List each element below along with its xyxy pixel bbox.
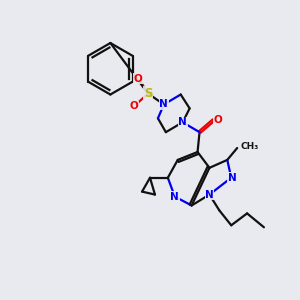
Text: S: S [144,87,152,100]
Text: O: O [214,115,223,125]
Text: N: N [170,192,179,202]
Text: N: N [228,173,237,183]
Text: O: O [134,74,142,84]
Text: O: O [130,101,139,111]
Text: N: N [160,99,168,110]
Text: N: N [178,117,187,127]
Text: CH₃: CH₃ [240,142,258,151]
Text: N: N [205,190,214,200]
